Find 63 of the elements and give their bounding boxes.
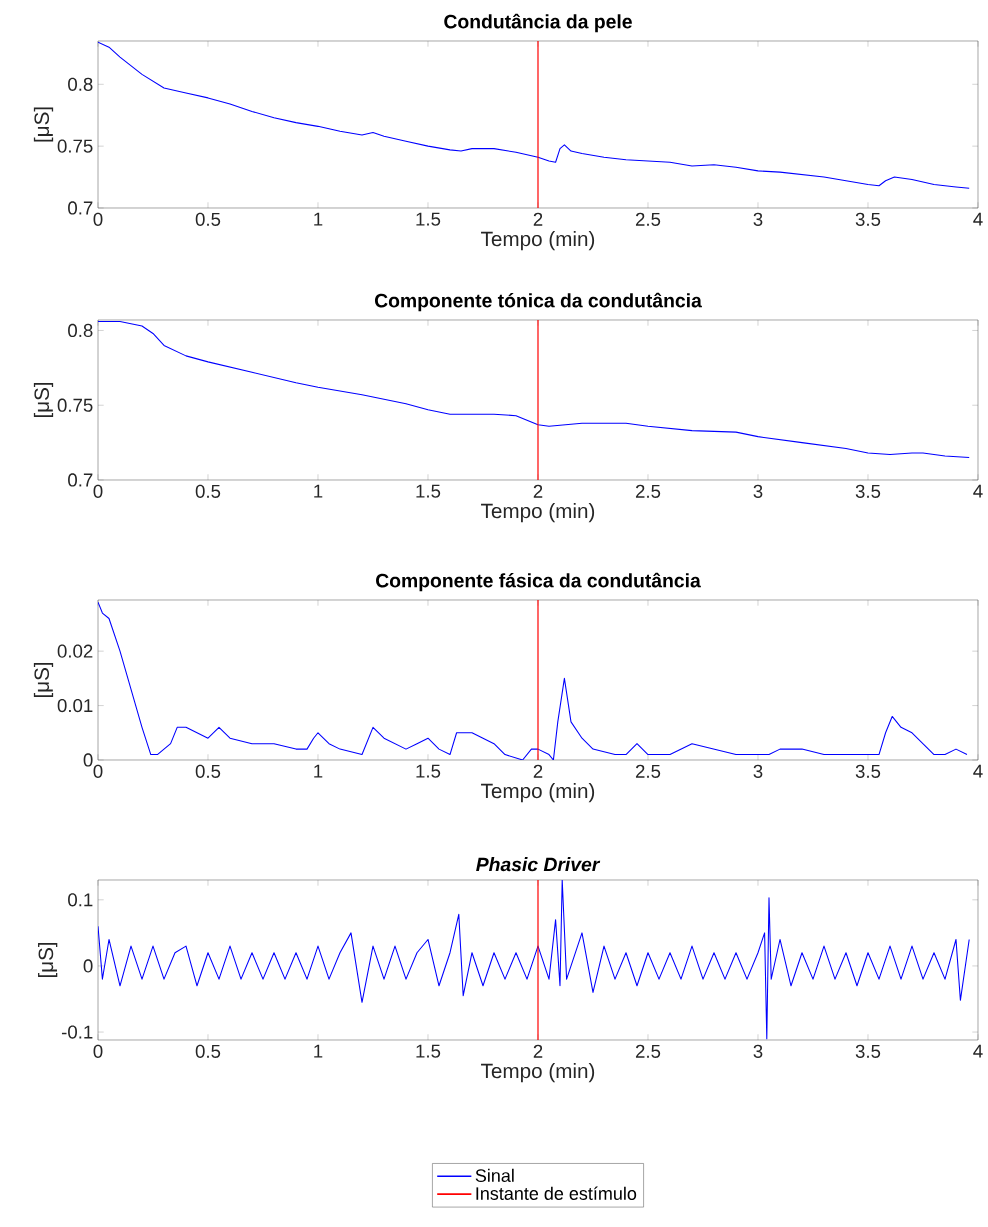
x-tick-label: 0: [93, 484, 103, 498]
x-tick-label: 4: [973, 764, 983, 778]
x-tick-label: 0.5: [195, 212, 221, 226]
y-tick-label: 0.7: [68, 201, 93, 215]
x-tick-label: 0: [93, 212, 103, 226]
x-tick-label: 3: [753, 212, 763, 226]
x-tick-label: 1: [314, 484, 323, 498]
x-tick-label: 1.5: [416, 484, 441, 498]
x-tick-label: 3: [753, 764, 763, 778]
x-tick-label: 3.5: [855, 764, 881, 778]
y-axis-title: [μS]: [33, 107, 54, 142]
x-tick-label: 3: [753, 1044, 763, 1058]
chart-title: Componente tónica da condutância: [374, 292, 702, 312]
x-tick-label: 2.5: [635, 764, 661, 778]
x-tick-label: 3: [753, 484, 763, 498]
chart-title: Condutância da pele: [444, 13, 632, 33]
y-axis-title: [μS]: [33, 662, 54, 698]
x-tick-label: 4: [973, 484, 983, 498]
y-tick-label: 0.75: [57, 398, 93, 412]
x-tick-label: 3.5: [855, 484, 881, 498]
x-tick-label: 1.5: [416, 212, 441, 226]
x-axis-title: Tempo (min): [481, 231, 595, 251]
x-tick-label: 1: [314, 1044, 323, 1058]
x-tick-label: 2: [533, 1044, 543, 1058]
x-tick-label: 0.5: [195, 484, 221, 498]
x-tick-label: 0: [93, 1044, 103, 1058]
x-tick-label: 4: [973, 212, 983, 226]
x-tick-label: 2: [533, 484, 543, 498]
x-axis-title: Tempo (min): [481, 1063, 595, 1083]
legend-label: Sinal: [475, 1168, 514, 1182]
y-tick-label: 0.8: [68, 77, 93, 91]
y-tick-label: 0: [83, 753, 93, 767]
x-tick-label: 1.5: [416, 764, 441, 778]
x-tick-label: 0: [93, 764, 103, 778]
x-tick-label: 2.5: [635, 484, 661, 498]
x-tick-label: 1.5: [416, 1044, 441, 1058]
x-axis-title: Tempo (min): [481, 783, 595, 803]
y-axis-title: [μS]: [38, 942, 58, 978]
x-tick-label: 1: [314, 212, 323, 226]
x-tick-label: 4: [973, 1044, 983, 1058]
x-tick-label: 2: [533, 764, 543, 778]
y-tick-label: 0.75: [57, 139, 93, 153]
x-axis-title: Tempo (min): [481, 503, 595, 523]
x-tick-label: 2: [533, 212, 543, 226]
legend-label: Instante de estímulo: [476, 1186, 637, 1200]
y-tick-label: 0.1: [68, 893, 93, 907]
x-tick-label: 3.5: [855, 1044, 881, 1058]
x-tick-label: 1: [314, 764, 323, 778]
chart-title: Phasic Driver: [476, 857, 601, 872]
x-tick-label: 0.5: [195, 1044, 221, 1058]
x-tick-label: 3.5: [855, 212, 881, 226]
x-tick-label: 2.5: [635, 1044, 661, 1058]
x-tick-label: 2.5: [635, 212, 661, 226]
y-axis-title: [μS]: [33, 382, 54, 418]
y-tick-label: 0: [83, 959, 93, 973]
y-tick-label: 0.01: [57, 698, 93, 713]
y-tick-label: 0.7: [68, 473, 93, 487]
line-series: [98, 879, 970, 1040]
y-tick-label: 0.02: [57, 644, 93, 658]
y-tick-label: 0.8: [68, 323, 93, 338]
x-tick-label: 0.5: [195, 764, 221, 778]
chart-title: Componente fásica da condutância: [376, 572, 701, 592]
y-tick-label: -0.1: [61, 1025, 93, 1039]
